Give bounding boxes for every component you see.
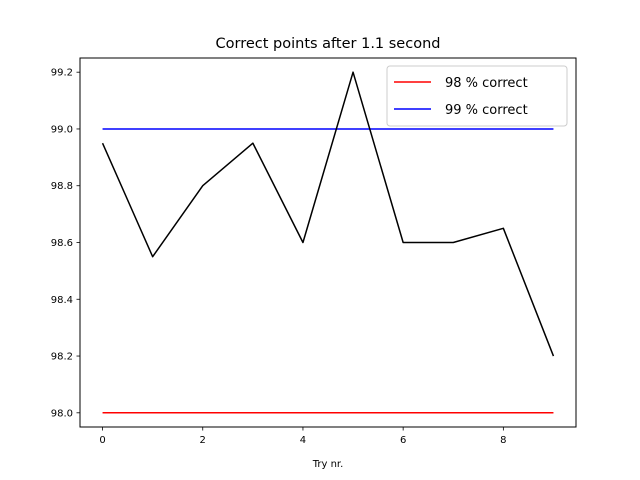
series-layer [101,71,555,414]
legend-box [386,65,568,127]
x-tick-label-3: 6 [400,435,406,446]
y-tick-label-0: 98.0 [51,408,73,419]
x-tick-label-1: 2 [200,435,206,446]
y-tick-label-2: 98.4 [51,295,73,306]
x-tick-label-4: 8 [500,435,506,446]
y-tick-label-4: 98.8 [51,181,73,192]
y-tick-label-6: 99.2 [51,68,73,79]
legend-label-1: 99 % correct [445,103,528,118]
chart-title: Correct points after 1.1 second [216,36,441,52]
x-tick-label-2: 4 [300,435,306,446]
ticks-layer: 0 2 4 6 8 98.0 98.2 98.4 98.6 98.8 99.0 99.2 [51,68,507,446]
y-tick-label-3: 98.6 [51,238,73,249]
x-tick-label-0: 0 [99,435,105,446]
legend-label-0: 98 % correct [445,76,528,91]
legend: 98 % correct 99 % correct [386,65,568,127]
series-line-2 [101,71,555,357]
y-tick-label-1: 98.2 [51,352,73,363]
y-tick-label-5: 99.0 [51,124,73,135]
x-axis-label: Try nr. [312,459,344,470]
